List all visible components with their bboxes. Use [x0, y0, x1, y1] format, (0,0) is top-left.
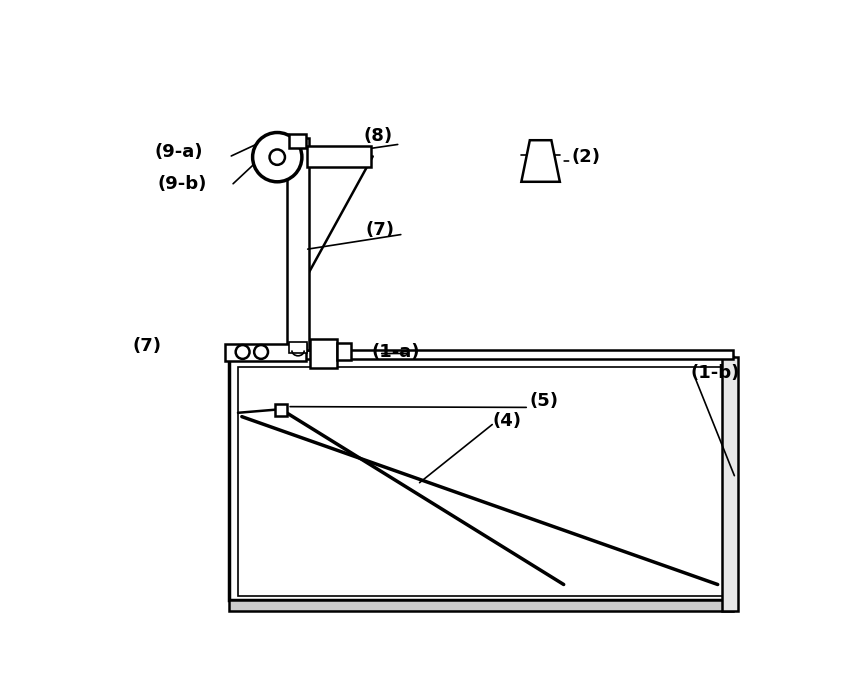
Bar: [229, 600, 733, 610]
Text: (7): (7): [132, 337, 161, 355]
Text: (9-b): (9-b): [157, 175, 207, 193]
Circle shape: [236, 345, 250, 359]
Bar: [722, 357, 738, 610]
Bar: [225, 344, 305, 361]
Circle shape: [269, 149, 285, 165]
Text: (9-a): (9-a): [154, 143, 202, 161]
Bar: [307, 146, 372, 167]
Bar: [275, 403, 287, 416]
Bar: [289, 342, 307, 353]
Text: (1-b): (1-b): [691, 364, 740, 382]
Bar: [238, 367, 730, 596]
Bar: [229, 350, 733, 359]
Circle shape: [254, 345, 268, 359]
Text: (4): (4): [492, 412, 522, 430]
Circle shape: [252, 132, 302, 182]
Polygon shape: [522, 140, 559, 182]
Text: (1-a): (1-a): [372, 343, 420, 361]
Text: (7): (7): [365, 221, 394, 239]
Text: (2): (2): [571, 148, 601, 166]
Bar: [289, 134, 305, 148]
Bar: [229, 357, 733, 600]
Bar: [311, 339, 337, 368]
Text: (5): (5): [529, 392, 558, 410]
Bar: [337, 344, 351, 360]
Text: (8): (8): [364, 127, 393, 146]
Bar: [287, 138, 309, 349]
